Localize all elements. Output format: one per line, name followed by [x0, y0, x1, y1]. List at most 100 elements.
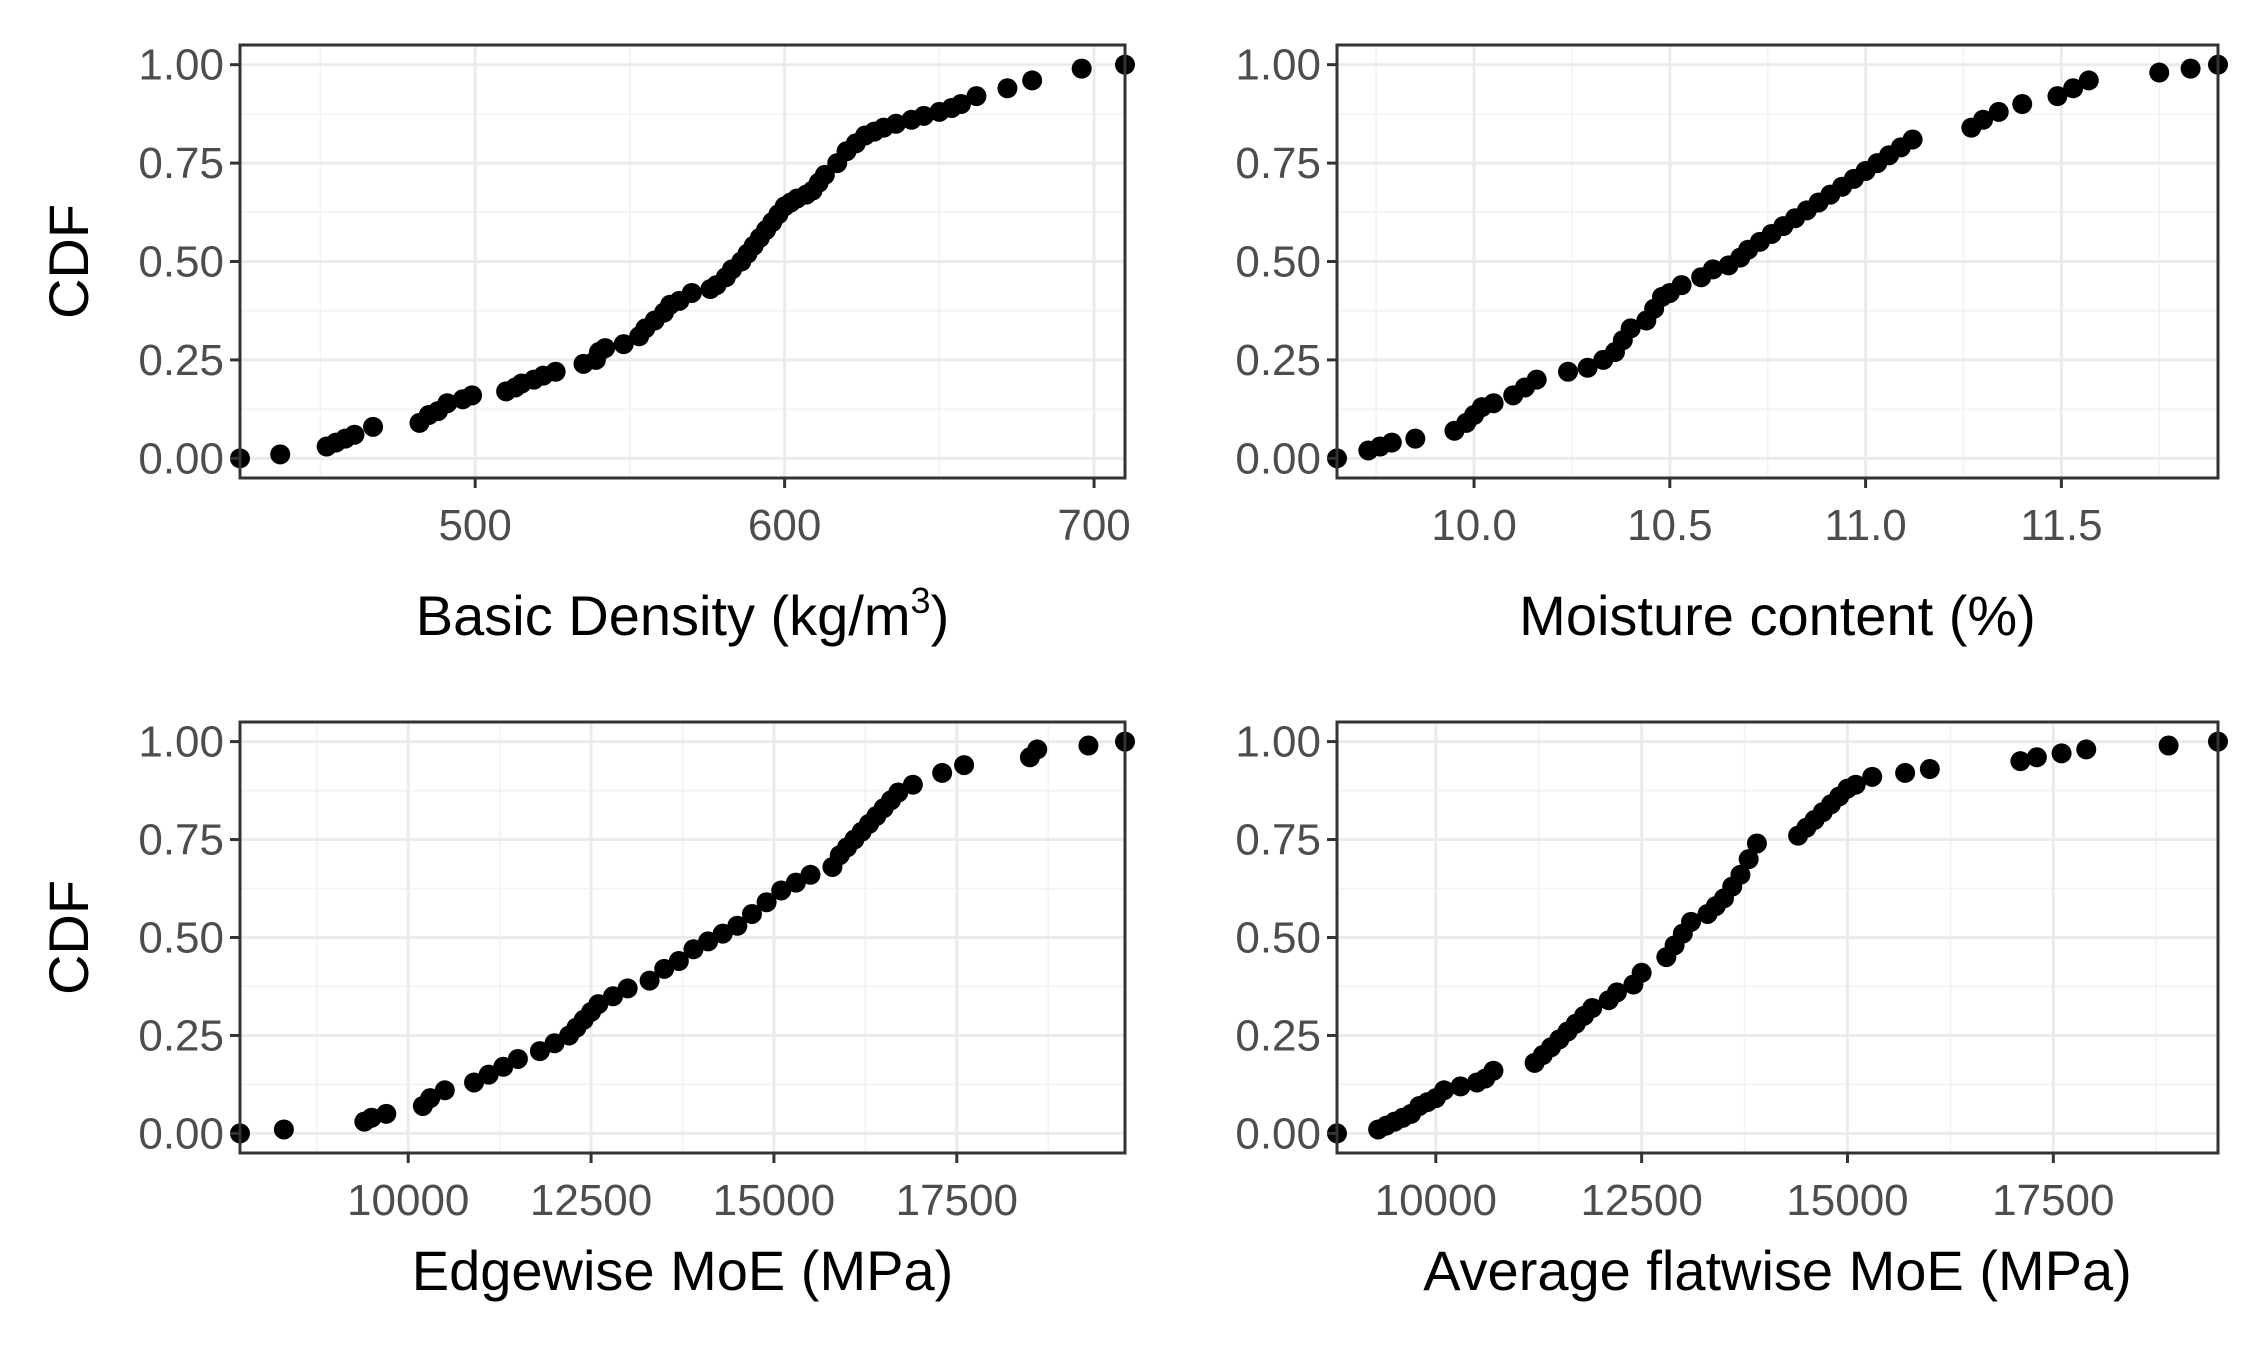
- x-tick-label: 17500: [1992, 1176, 2114, 1225]
- data-point: [2063, 78, 2084, 99]
- data-point: [462, 385, 483, 406]
- data-point: [420, 1088, 441, 1109]
- y-tick-label: 0.50: [138, 914, 224, 963]
- data-point: [1671, 275, 1692, 296]
- data-point: [654, 958, 675, 979]
- data-point: [741, 903, 762, 924]
- y-axis-title: CDF: [37, 880, 100, 995]
- y-tick-label: 0.25: [1235, 336, 1321, 385]
- x-tick-label: 10000: [347, 1176, 469, 1225]
- data-point: [270, 444, 291, 465]
- data-point: [1895, 762, 1916, 783]
- data-point: [493, 1056, 514, 1077]
- data-point: [1450, 1076, 1471, 1097]
- data-point: [1405, 428, 1426, 449]
- data-point: [1988, 101, 2009, 122]
- data-point: [886, 113, 907, 134]
- data-point: [344, 424, 365, 445]
- data-point: [2026, 747, 2047, 768]
- data-point: [681, 282, 702, 303]
- data-point: [1631, 962, 1652, 983]
- x-tick-label: 700: [1057, 501, 1130, 550]
- x-tick-label: 500: [438, 501, 511, 550]
- x-tick-label: 11.5: [2020, 501, 2102, 550]
- data-point: [1526, 369, 1547, 390]
- data-point: [712, 923, 733, 944]
- data-point: [932, 762, 953, 783]
- x-axis-title-text: Edgewise MoE (MPa): [412, 1239, 954, 1302]
- data-point: [1973, 109, 1994, 130]
- data-point: [1862, 766, 1883, 787]
- data-point: [1730, 864, 1751, 885]
- data-point: [2047, 86, 2068, 107]
- x-axis-title-text: Basic Density (kg/m: [416, 584, 911, 647]
- data-point: [273, 1119, 294, 1140]
- y-tick-label: 0.50: [1235, 238, 1321, 287]
- x-tick-label: 15000: [1786, 1176, 1908, 1225]
- data-point: [954, 755, 975, 776]
- x-tick-label: 10000: [1375, 1176, 1497, 1225]
- data-point: [464, 1072, 485, 1093]
- data-point: [2010, 751, 2031, 772]
- data-point: [1078, 735, 1099, 756]
- data-point: [588, 994, 609, 1015]
- data-point: [814, 164, 835, 185]
- data-point: [1434, 1080, 1455, 1101]
- x-axis-title: Moisture content (%): [1519, 584, 2036, 647]
- y-tick-label: 0.00: [138, 434, 224, 483]
- data-point: [997, 78, 1018, 99]
- y-tick-label: 0.50: [138, 238, 224, 287]
- data-point: [950, 94, 971, 115]
- data-point: [434, 1080, 455, 1101]
- x-axis-title: Basic Density (kg/m3): [416, 580, 949, 647]
- data-point: [966, 86, 987, 107]
- x-tick-label: 600: [748, 501, 821, 550]
- data-point: [1558, 361, 1579, 382]
- data-point: [595, 338, 616, 359]
- x-tick-label: 11.0: [1824, 501, 1906, 550]
- y-tick-label: 0.00: [1235, 434, 1321, 483]
- data-point: [1845, 774, 1866, 795]
- y-tick-label: 0.25: [138, 336, 224, 385]
- data-point: [771, 880, 792, 901]
- data-point: [2149, 62, 2170, 83]
- data-point: [1577, 357, 1598, 378]
- data-point: [800, 864, 821, 885]
- data-point: [1681, 911, 1702, 932]
- y-tick-label: 0.75: [1235, 816, 1321, 865]
- data-point: [1381, 432, 1402, 453]
- x-tick-label: 15000: [713, 1176, 835, 1225]
- data-point: [756, 892, 777, 913]
- x-tick-label: 17500: [896, 1176, 1018, 1225]
- y-tick-label: 1.00: [1235, 41, 1321, 90]
- y-tick-label: 0.75: [138, 816, 224, 865]
- data-point: [478, 1064, 499, 1085]
- y-tick-label: 0.25: [138, 1011, 224, 1060]
- data-point: [2158, 735, 2179, 756]
- data-point: [913, 105, 934, 126]
- x-tick-label: 12500: [1580, 1176, 1702, 1225]
- data-point: [1483, 1060, 1504, 1081]
- x-axis-title-superscript: 3: [911, 580, 931, 621]
- data-point: [544, 1033, 565, 1054]
- data-point: [2051, 743, 2072, 764]
- data-point: [785, 872, 806, 893]
- data-point: [529, 1041, 550, 1062]
- data-point: [545, 361, 566, 382]
- y-tick-label: 0.75: [1235, 139, 1321, 188]
- data-point: [668, 951, 689, 972]
- y-tick-label: 0.25: [1235, 1011, 1321, 1060]
- data-point: [1620, 318, 1641, 339]
- data-point: [1582, 998, 1603, 1019]
- panel-top-left: 0.00 0.25 0.50 0.75 1.00 500 600 700 Basic Densi…: [37, 41, 1135, 647]
- x-axis-title: Edgewise MoE (MPa): [412, 1239, 954, 1302]
- data-point: [507, 1048, 528, 1069]
- data-point: [1071, 58, 1092, 79]
- x-tick-label: 12500: [530, 1176, 652, 1225]
- x-axis-title-text: Moisture content (%): [1519, 584, 2036, 647]
- data-point: [613, 334, 634, 355]
- data-point: [1919, 759, 1940, 780]
- data-point: [683, 939, 704, 960]
